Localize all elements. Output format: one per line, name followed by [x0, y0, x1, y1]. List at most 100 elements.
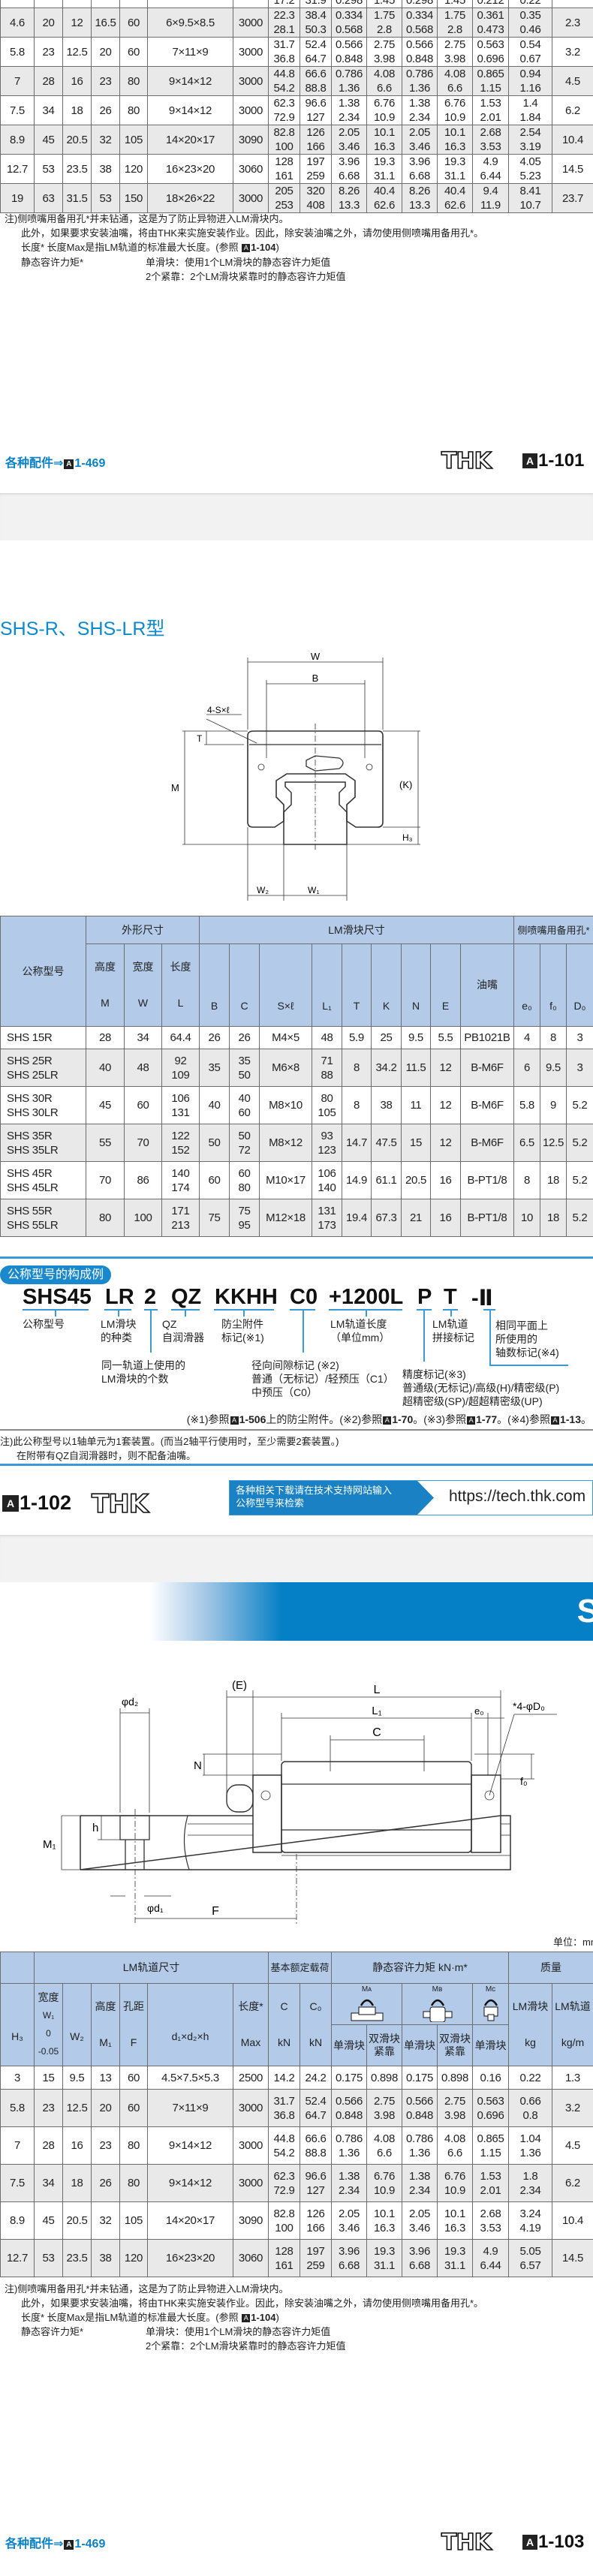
table-cell: 7.5 [0, 2164, 35, 2202]
code-part: +1200L [329, 1285, 404, 1309]
table-cell: 40 [86, 1049, 125, 1087]
page-ref-link[interactable]: 1-13 [559, 1413, 581, 1425]
col-header: LM滑块 kg [508, 1983, 552, 2066]
table-cell: 92 109 [161, 1049, 200, 1087]
table-cell: 66.6 88.8 [300, 2126, 332, 2165]
load-table-header: LM轨道尺寸 基本额定载荷 静态容许力矩 kN·m* 质量 H₃ 宽度 W₁ 0 -0… [0, 1952, 593, 2066]
table-cell: 21 [401, 1199, 431, 1237]
note-text: ) [275, 242, 279, 253]
divider [0, 1464, 593, 1466]
table-cell: M10×17 [259, 1161, 312, 1199]
table-cell: 34 [34, 95, 63, 125]
table-cell: 5.8 [0, 37, 35, 67]
table-cell: 61.1 [371, 1161, 402, 1199]
dim-label: N [194, 1759, 202, 1772]
col-header: 高度 M₁ [91, 1983, 120, 2066]
table-cell: 18 [62, 95, 92, 125]
page-ref-link[interactable]: 1-77 [476, 1413, 498, 1425]
table-cell: 3.96 6.68 [402, 154, 438, 184]
col-header: T [342, 943, 372, 1027]
page-ref-link[interactable]: 1-506 [239, 1413, 266, 1425]
table-cell: 4.9 6.44 [472, 154, 509, 184]
table-cell: 10.1 16.3 [437, 2201, 473, 2240]
table-cell: 3.24 4.19 [508, 2201, 552, 2240]
table-cell: 122 152 [161, 1124, 200, 1162]
table-cell: 1.75 2.8 [437, 8, 473, 38]
table-cell: 48 [312, 1026, 342, 1049]
table-cell: 60 [119, 2066, 148, 2090]
col-group-header: 静态容许力矩 kN·m* [331, 1952, 509, 1984]
table-cell: B-M6F [460, 1049, 514, 1087]
table-cell: 197 259 [300, 154, 332, 184]
annotation: 径向间隙标记 (※2) 普通（无标记）/轻预压（C1） 中预压（C0） [251, 1359, 394, 1398]
table-cell: 4.6 [0, 8, 35, 38]
dim-label: *4-φD₀ [513, 1700, 545, 1712]
table-cell: 82.8 100 [268, 2201, 300, 2240]
table-cell: 0.298 [331, 0, 367, 8]
table-cell: 14×20×17 [147, 125, 233, 155]
table-cell: 6.76 10.9 [437, 2164, 473, 2202]
table-cell: 0.786 1.36 [331, 66, 367, 96]
table-cell: SHS 45R SHS 45LR [0, 1161, 86, 1199]
accessories-link[interactable]: 各种配件⇒ A 1-469 [5, 457, 106, 470]
table-cell: M12×18 [259, 1199, 312, 1237]
table-cell: 4.5×7.5×5.3 [147, 2066, 233, 2090]
dim-label: 4-S×ℓ [207, 705, 230, 715]
table-cell: 6.76 10.9 [437, 95, 473, 125]
table-cell: 3.96 6.68 [331, 154, 367, 184]
tech-support-banner[interactable]: 各种相关下载请在技术支持网站输入 公称型号来检索 https://tech.th… [229, 1480, 593, 1515]
col-header: d₁×d₂×h [147, 1983, 233, 2066]
table-cell: 0.22 [508, 2066, 552, 2090]
table-cell: 18×26×22 [147, 183, 233, 213]
table-cell: 2.05 3.46 [331, 125, 367, 155]
table-cell: B-PT1/8 [460, 1199, 514, 1237]
table-cell: 126 166 [300, 125, 332, 155]
page-ref-link[interactable]: 1-104 [251, 242, 276, 253]
table-cell: 0.786 1.36 [331, 2126, 367, 2165]
divider [0, 1256, 593, 1259]
table-cell: 5.2 [566, 1086, 593, 1124]
table-cell: 2.54 3.19 [508, 125, 552, 155]
note-line: 在附带有QZ自润滑器时，则不配备油嘴。 [17, 1450, 197, 1461]
table-cell: 62.3 72.9 [268, 2164, 300, 2202]
table-cell: M6×8 [259, 1049, 312, 1087]
table-cell: M8×10 [259, 1086, 312, 1124]
table-cell: 6.2 [552, 2164, 593, 2202]
table-cell: 23 [34, 37, 63, 67]
table-cell: 18 [62, 2164, 92, 2202]
table-cell: 19.3 31.1 [437, 154, 473, 184]
table-row: SHS 45R SHS 45LR 70 86 140 174 60 60 80 M10×17… [0, 1161, 593, 1199]
table-cell: 45 [34, 125, 63, 155]
annotation: 公称型号 [23, 1318, 65, 1330]
table-cell: 66.6 88.8 [300, 66, 332, 96]
table-cell: 9×14×12 [147, 66, 233, 96]
code-part: LR [105, 1285, 134, 1309]
page-ref-link[interactable]: 1-104 [251, 2312, 276, 2323]
table-cell: 0.35 0.46 [508, 8, 552, 38]
dim-label: φd₁ [147, 1902, 164, 1914]
accessories-link[interactable]: 各种配件⇒ A 1-469 [5, 2538, 106, 2550]
table-cell: 4.08 6.6 [366, 66, 402, 96]
table-cell: 63 [34, 183, 63, 213]
table-row: 7.5 34 18 26 80 9×14×12 3000 62.3 72.9 96.6 127 1… [0, 2164, 593, 2202]
table-cell: 14.5 [552, 154, 593, 184]
table-cell: 80 [119, 2164, 148, 2202]
specs-table-continued: 17.2 31.9 0.298 1.45 0.298 1.45 0.212 0.22 4.6 20… [0, 0, 593, 213]
table-cell: 80 [86, 1199, 125, 1237]
page-ref-link[interactable]: 1-70 [392, 1413, 414, 1425]
table-cell: 3000 [233, 183, 269, 213]
table-cell: 0.334 0.568 [402, 8, 438, 38]
thk-logo: THK [441, 447, 492, 475]
note-label: 静态容许力矩* [21, 257, 84, 268]
table-cell: 6×9.5×8.5 [147, 8, 233, 38]
col-header: 孔距 F [119, 1983, 148, 2066]
col-header: 高度 M [86, 943, 125, 1027]
table-cell: 28 [34, 66, 63, 96]
table-cell: 40 [199, 1086, 230, 1124]
pitching-moment-icon [351, 1999, 383, 2021]
col-header: W₂ [62, 1983, 92, 2066]
table-cell: 67.3 [371, 1199, 402, 1237]
table-cell: 16 [430, 1161, 461, 1199]
tech-url-link[interactable]: https://tech.thk.com [449, 1488, 586, 1505]
